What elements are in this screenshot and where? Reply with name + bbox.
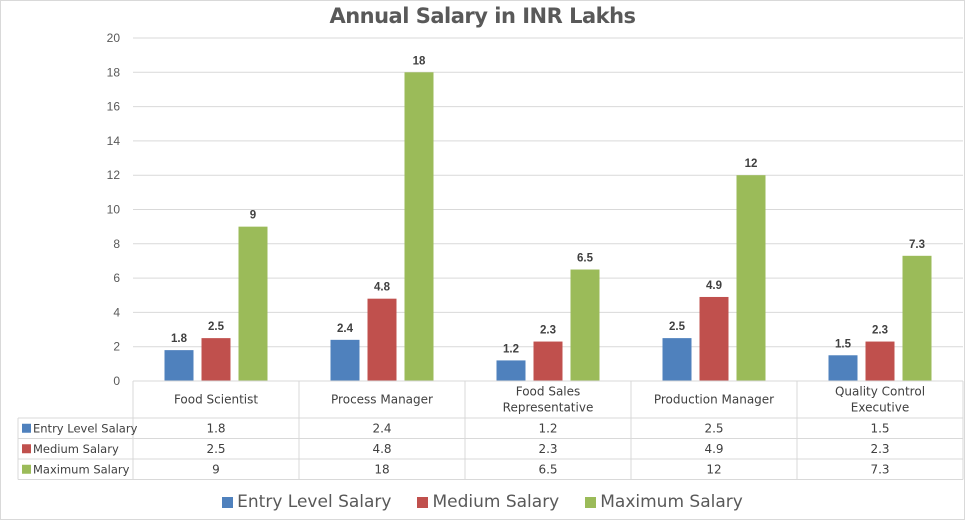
bar [164, 350, 194, 381]
table-cell: 6.5 [538, 462, 557, 476]
bar [533, 341, 563, 381]
data-label: 6.5 [577, 253, 594, 265]
bar [367, 298, 397, 381]
table-cell: 7.3 [870, 462, 889, 476]
legend-swatch [417, 496, 429, 508]
table-cell: 2.4 [372, 421, 391, 435]
legend-label: Medium Salary [432, 492, 560, 512]
data-label: 9 [250, 210, 256, 222]
bar [699, 296, 729, 381]
bar [238, 226, 268, 381]
legend-swatch [585, 496, 597, 508]
data-label: 2.3 [540, 325, 556, 337]
data-label: 2.5 [208, 321, 225, 333]
y-tick-label: 2 [113, 340, 120, 354]
data-label: 18 [413, 55, 426, 67]
bar [828, 355, 858, 381]
table-legend-key [22, 423, 31, 433]
table-cell: 1.5 [870, 421, 889, 435]
legend-item: Medium Salary [417, 492, 559, 512]
y-tick-label: 6 [113, 271, 120, 285]
category-label: Process Manager [331, 393, 433, 407]
table-legend-key [22, 464, 31, 474]
legend-label: Maximum Salary [600, 492, 743, 512]
table-cell: 2.3 [538, 442, 557, 456]
category-label: Food Sales [516, 385, 581, 399]
bar [201, 338, 231, 381]
legend-label: Entry Level Salary [237, 492, 392, 512]
table-cell: 12 [706, 462, 721, 476]
data-label: 2.5 [669, 321, 686, 333]
bar [736, 175, 766, 381]
data-label: 12 [745, 158, 758, 170]
data-label: 4.8 [374, 282, 391, 294]
table-cell: 2.5 [704, 421, 723, 435]
category-label: Quality Control [835, 385, 925, 399]
bar [865, 341, 895, 381]
table-cell: 1.8 [206, 421, 225, 435]
table-row-label: Maximum Salary [33, 462, 130, 476]
category-label: Food Scientist [174, 393, 258, 407]
y-tick-label: 12 [107, 168, 121, 182]
table-cell: 4.8 [372, 442, 391, 456]
legend-item: Maximum Salary [585, 492, 743, 512]
data-label: 2.4 [337, 323, 354, 335]
y-tick-label: 4 [113, 305, 120, 319]
bar-chart: 0 2 4 6 8 10 12 14 16 18 20 1.8 2.4 1.2 2.5 1.5 2.5 4.8 2.… [17, 31, 964, 480]
y-tick-label: 8 [113, 237, 120, 251]
bar [496, 360, 526, 381]
table-cell: 1.2 [538, 421, 557, 435]
table-legend-key [22, 444, 31, 454]
category-label: Executive [851, 401, 909, 415]
table-cell: 9 [212, 462, 220, 476]
y-tick-label: 20 [107, 31, 121, 45]
table-cell: 2.3 [870, 442, 889, 456]
chart-title: Annual Salary in INR Lakhs [329, 4, 636, 28]
legend: Entry Level Salary Medium Salary Maximum S… [0, 492, 965, 512]
y-tick-label: 14 [107, 134, 121, 148]
data-label: 1.8 [171, 333, 188, 345]
y-tick-label: 10 [107, 203, 121, 217]
table-cell: 4.9 [704, 442, 723, 456]
legend-item: Entry Level Salary [222, 492, 391, 512]
y-tick-label: 16 [107, 100, 121, 114]
bar [902, 255, 932, 381]
bar [330, 339, 360, 381]
bar [570, 269, 600, 381]
table-row-label: Medium Salary [33, 442, 119, 456]
table-row-label: Entry Level Salary [33, 421, 138, 435]
table-cell: 18 [374, 462, 389, 476]
data-label: 4.9 [706, 280, 722, 292]
table-cell: 2.5 [206, 442, 225, 456]
y-tick-label: 0 [113, 374, 120, 388]
data-label: 2.3 [872, 325, 888, 337]
bar [662, 338, 692, 381]
category-label: Production Manager [654, 393, 774, 407]
bar [404, 72, 434, 382]
data-label: 7.3 [909, 239, 925, 251]
data-label: 1.2 [503, 343, 519, 355]
y-tick-label: 18 [107, 65, 121, 79]
legend-swatch [222, 496, 234, 508]
category-label: Representative [503, 401, 594, 415]
data-label: 1.5 [835, 338, 852, 350]
